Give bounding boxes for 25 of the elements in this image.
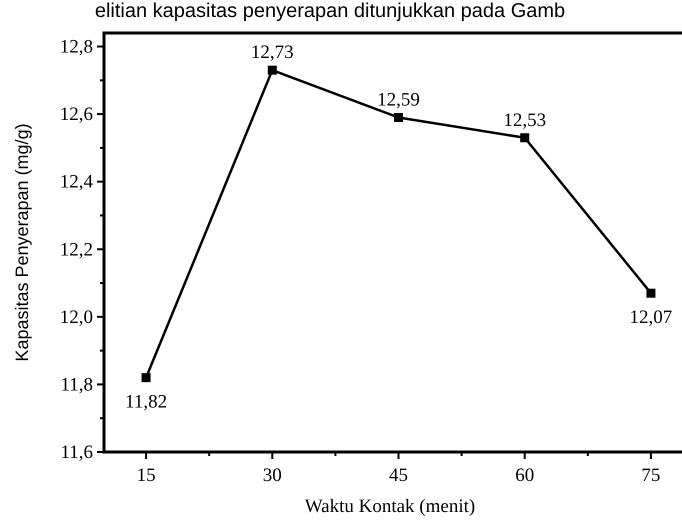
x-tick-label: 75 <box>641 465 660 486</box>
y-tick-label: 11,6 <box>60 442 93 463</box>
x-axis-title: Waktu Kontak (menit) <box>304 496 476 517</box>
point <box>268 66 277 75</box>
y-tick-label: 12,8 <box>60 36 93 58</box>
y-tick-label: 12,6 <box>60 104 93 126</box>
data-label: 12,07 <box>630 307 672 328</box>
point <box>646 288 656 298</box>
text: elitian kapasitas penyerapan ditunjukkan pada Gamb <box>94 0 566 22</box>
data-label: 12,53 <box>503 110 546 131</box>
point <box>142 373 151 382</box>
y-tick-label: 12,0 <box>60 306 93 328</box>
x-tick-label: 30 <box>262 465 282 486</box>
y-tick-label: 12,2 <box>60 239 93 260</box>
x-tick-label: 15 <box>136 465 156 486</box>
point <box>394 112 403 122</box>
x-tick-label: 60 <box>515 465 534 486</box>
data-label: 12,73 <box>250 42 294 64</box>
point <box>520 133 530 142</box>
y-axis-title: Kapasitas Penyerapan (mg/g) <box>12 123 32 362</box>
x-tick-label: 45 <box>389 465 408 486</box>
data-label: 11,82 <box>125 392 168 413</box>
y-tick-label: 11,8 <box>60 374 93 396</box>
y-tick-label: 12,4 <box>60 172 94 193</box>
data-label: 12,59 <box>377 89 420 110</box>
